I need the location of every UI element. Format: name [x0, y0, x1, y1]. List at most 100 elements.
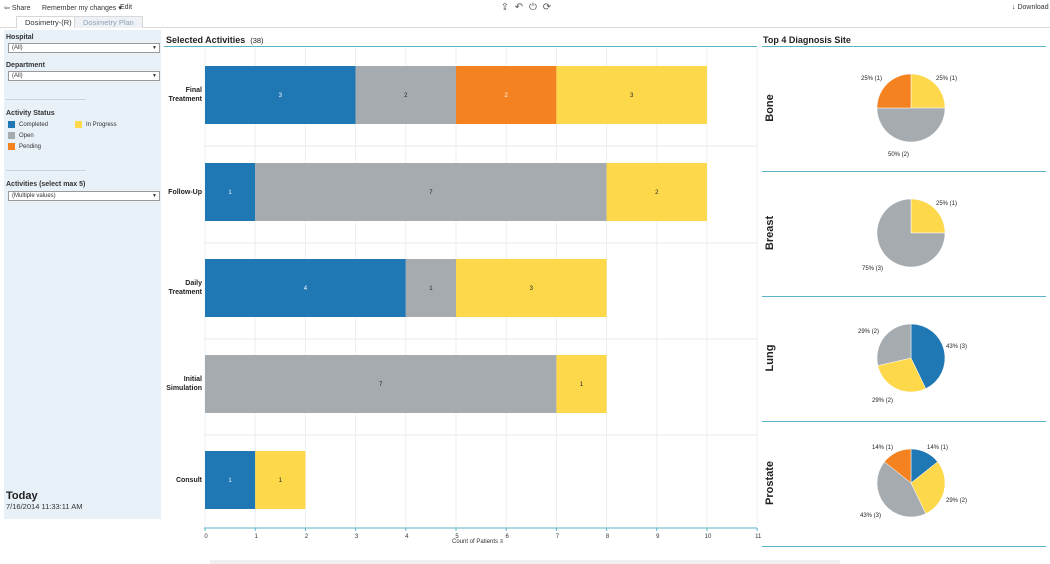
- legend-in-progress[interactable]: In Progress: [75, 121, 117, 128]
- x-tick-label: 7: [556, 534, 560, 540]
- bar-value-label: 3: [530, 286, 534, 292]
- bar-segment-completed[interactable]: [205, 259, 406, 317]
- chevron-down-icon: ▼: [152, 73, 157, 79]
- x-axis-title: Count of Patients ≡: [452, 539, 504, 545]
- remember-changes-button[interactable]: Remember my changes ▾: [42, 5, 122, 12]
- bar-value-label: 3: [279, 93, 283, 99]
- divider: [6, 99, 86, 100]
- bar-value-label: 2: [655, 190, 659, 196]
- bar-segment-open[interactable]: [255, 163, 607, 221]
- tab-dosimetry-plan[interactable]: Dosimetry Plan: [74, 16, 143, 28]
- pie-slice-in-progress[interactable]: [910, 461, 946, 514]
- panel-divider: [762, 296, 1046, 297]
- activities-select[interactable]: (Multiple values) ▼: [8, 191, 160, 201]
- divider: [6, 170, 86, 171]
- x-tick-label: 0: [204, 534, 208, 540]
- bar-segment-completed[interactable]: [205, 163, 256, 221]
- x-tick-label: 1: [255, 534, 259, 540]
- pie-section-title: Top 4 Diagnosis Site: [763, 35, 851, 45]
- pie-slice-label: 25% (1): [861, 76, 883, 82]
- power-icon[interactable]: ⏻: [529, 1, 537, 13]
- category-label: Initial Simulation: [166, 376, 202, 392]
- pie-slice-open[interactable]: [876, 323, 912, 366]
- open-swatch: [8, 132, 15, 139]
- chevron-down-icon: ▼: [152, 193, 157, 199]
- bar-segment-pending[interactable]: [456, 66, 557, 124]
- bar-segment-in-progress[interactable]: [556, 355, 607, 413]
- pie-slice-label: 14% (1): [927, 445, 949, 451]
- edit-button[interactable]: Edit: [120, 4, 133, 11]
- pie-slice-in-progress[interactable]: [910, 73, 946, 109]
- x-tick-label: 10: [705, 534, 712, 540]
- download-button[interactable]: ↓ Download: [1012, 4, 1049, 11]
- x-tick-label: 4: [405, 534, 409, 540]
- in-progress-swatch: [75, 121, 82, 128]
- x-tick-label: 11: [755, 534, 762, 540]
- bar-value-label: 7: [429, 190, 433, 196]
- top-toolbar: ⇦ Share Remember my changes ▾ Edit ⇪ ↶ ⏻…: [0, 0, 1050, 15]
- export-icon[interactable]: ⇪: [500, 1, 510, 13]
- panel-divider: [762, 421, 1046, 422]
- legend-pending[interactable]: Pending: [8, 143, 41, 150]
- bar-chart-title: Selected Activities (38): [166, 35, 264, 45]
- hospital-select[interactable]: (All) ▼: [8, 43, 160, 53]
- filter-panel: Hospital (All) ▼ Department (All) ▼ Activi…: [4, 30, 161, 519]
- bar-segment-in-progress[interactable]: [556, 66, 707, 124]
- diagnosis-site-label: Prostate: [764, 460, 776, 506]
- bar-segment-in-progress[interactable]: [255, 451, 306, 509]
- chevron-down-icon: ▾: [118, 5, 122, 12]
- bar-segment-open[interactable]: [405, 259, 456, 317]
- x-tick-label: 5: [455, 534, 459, 540]
- completed-swatch: [8, 121, 15, 128]
- panel-divider: [762, 171, 1046, 172]
- x-tick-label: 8: [606, 534, 610, 540]
- chevron-down-icon: ▼: [152, 45, 157, 51]
- pie-slice-label: 75% (3): [862, 266, 884, 272]
- category-label: Follow-Up: [168, 188, 202, 196]
- pie-slice-pending[interactable]: [876, 73, 912, 109]
- bar-value-label: 1: [580, 382, 584, 388]
- bar-segment-open[interactable]: [355, 66, 456, 124]
- bar-value-label: 3: [630, 93, 634, 99]
- bar-value-label: 4: [304, 286, 308, 292]
- pie-slice-pending[interactable]: [884, 448, 912, 484]
- bar-segment-completed[interactable]: [205, 66, 356, 124]
- undo-icon[interactable]: ↶: [514, 1, 524, 13]
- bar-segment-in-progress[interactable]: [606, 163, 707, 221]
- share-button[interactable]: ⇦ Share: [4, 5, 31, 12]
- tab-dosimetry-r[interactable]: Dosimetry-(R): [16, 16, 81, 29]
- bar-value-label: 1: [429, 286, 433, 292]
- pie-slice-label: 14% (1): [872, 445, 894, 451]
- pie-slice-open[interactable]: [876, 461, 927, 518]
- pie-slice-label: 29% (2): [858, 329, 880, 335]
- bar-segment-completed[interactable]: [205, 451, 256, 509]
- pie-slice-open[interactable]: [876, 198, 946, 268]
- today-label: Today: [6, 490, 38, 502]
- diagnosis-site-label: Bone: [764, 94, 776, 122]
- bar-value-label: 2: [404, 93, 408, 99]
- category-label: Daily Treatment: [168, 280, 202, 296]
- horizontal-scrollbar[interactable]: [210, 560, 840, 564]
- department-select[interactable]: (All) ▼: [8, 71, 160, 81]
- sort-icon[interactable]: ≡: [499, 539, 504, 545]
- refresh-icon[interactable]: ⟳: [542, 1, 552, 13]
- legend-open[interactable]: Open: [8, 132, 34, 139]
- title-underline: [164, 46, 757, 47]
- pie-slice-label: 50% (2): [888, 152, 910, 158]
- pie-slice-label: 43% (3): [946, 344, 968, 350]
- pie-slice-open[interactable]: [876, 107, 946, 143]
- bar-segment-open[interactable]: [205, 355, 557, 413]
- bar-value-label: 1: [228, 190, 232, 196]
- category-label: Consult: [175, 476, 202, 484]
- pie-slice-in-progress[interactable]: [910, 198, 946, 234]
- bar-value-label: 1: [228, 478, 232, 484]
- pie-slice-completed[interactable]: [910, 323, 946, 389]
- bar-segment-in-progress[interactable]: [456, 259, 607, 317]
- pie-slice-label: 29% (2): [872, 398, 894, 404]
- legend-completed[interactable]: Completed: [8, 121, 48, 128]
- pie-slice-in-progress[interactable]: [877, 357, 927, 393]
- title-underline: [762, 46, 1046, 47]
- pie-slice-label: 43% (3): [860, 513, 882, 519]
